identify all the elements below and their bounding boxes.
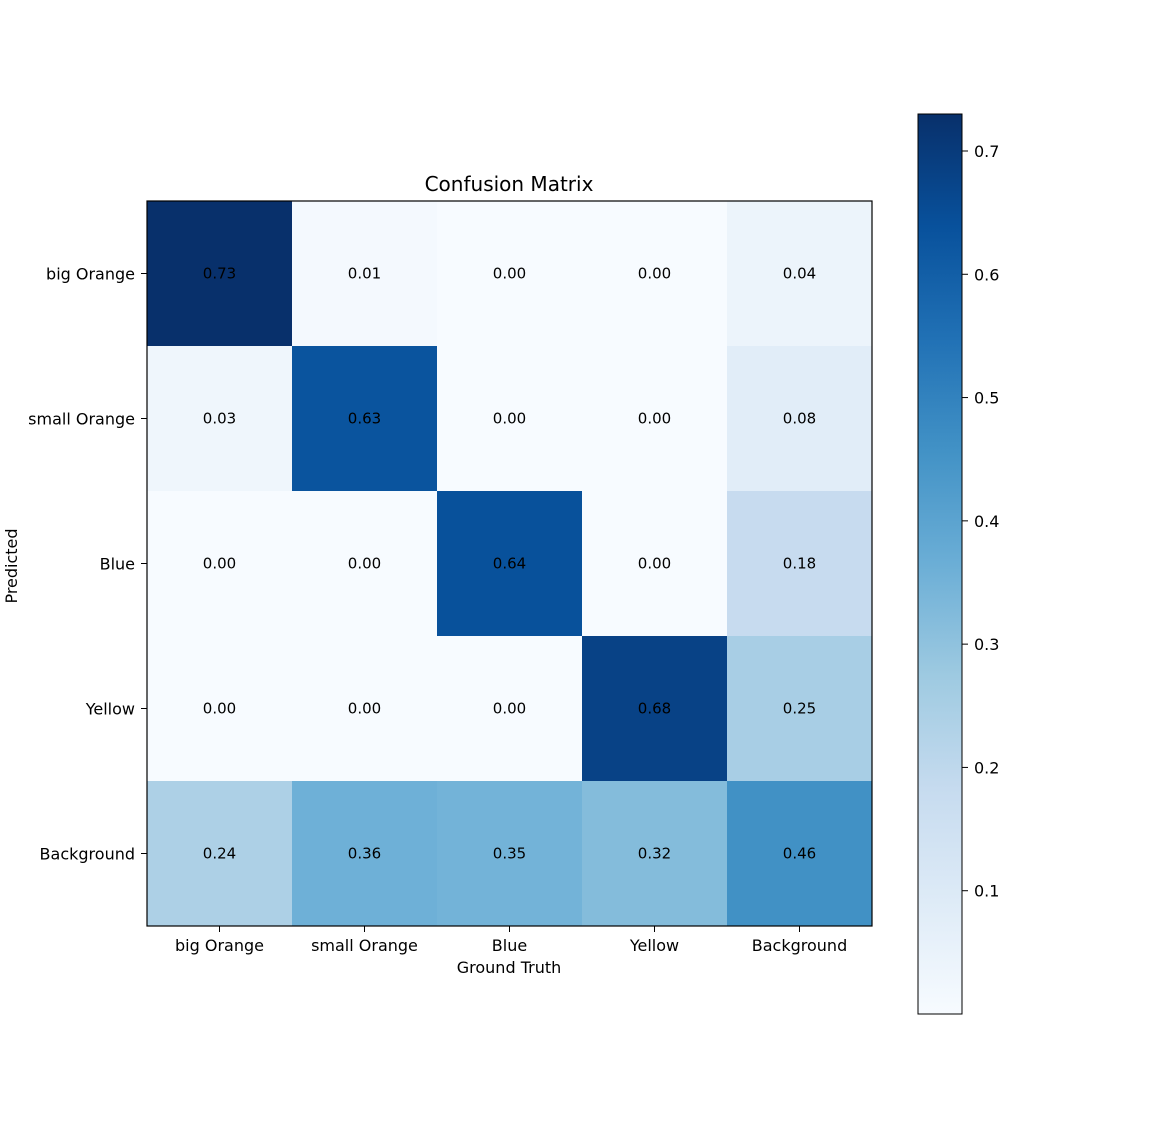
heatmap-cell	[727, 491, 873, 637]
cell-value-label: 0.00	[493, 700, 526, 718]
cell-value-label: 0.00	[638, 265, 671, 283]
x-axis-label: Ground Truth	[457, 958, 562, 977]
x-tick-label: Background	[752, 936, 847, 955]
colorbar-tick-label: 0.7	[974, 142, 999, 161]
cell-value-label: 0.63	[348, 410, 381, 428]
heatmap-cell	[727, 636, 873, 782]
x-axis-ticks: big Orange small Orange Blue Yellow Backgrou…	[175, 926, 847, 955]
heatmap-cell	[582, 201, 728, 347]
heatmap-cell	[292, 201, 438, 347]
cell-value-label: 0.03	[203, 410, 236, 428]
chart-title: Confusion Matrix	[425, 172, 594, 196]
heatmap-cell	[727, 201, 873, 347]
cell-value-label: 0.00	[348, 555, 381, 573]
cell-value-label: 0.24	[203, 845, 236, 863]
cell-value-label: 0.35	[493, 845, 526, 863]
heatmap-cell	[292, 346, 438, 492]
heatmap-cell	[437, 491, 583, 637]
heatmap-cells	[147, 201, 873, 927]
cell-value-label: 0.25	[783, 700, 816, 718]
cell-value-label: 0.00	[493, 410, 526, 428]
cell-value-label: 0.00	[493, 265, 526, 283]
y-tick-label: big Orange	[46, 265, 135, 284]
y-tick-label: Background	[40, 845, 135, 864]
colorbar-tick-label: 0.4	[974, 512, 999, 531]
cell-value-label: 0.36	[348, 845, 381, 863]
colorbar-tick-label: 0.5	[974, 389, 999, 408]
cell-value-label: 0.00	[348, 700, 381, 718]
cell-value-label: 0.00	[203, 555, 236, 573]
heatmap-cell	[147, 201, 293, 347]
heatmap-cell	[582, 346, 728, 492]
heatmap-cell	[147, 346, 293, 492]
heatmap-cell	[582, 491, 728, 637]
heatmap-cell	[437, 636, 583, 782]
x-tick-label: big Orange	[175, 936, 264, 955]
colorbar-ticks: 0.1 0.2 0.3 0.4 0.5 0.6 0.7	[962, 142, 999, 901]
colorbar-tick-label: 0.6	[974, 265, 999, 284]
heatmap-cell	[147, 781, 293, 927]
cell-value-label: 0.64	[493, 555, 526, 573]
heatmap-cell	[437, 781, 583, 927]
heatmap-cell	[582, 636, 728, 782]
colorbar	[917, 113, 963, 1015]
cell-value-label: 0.01	[348, 265, 381, 283]
y-axis-label: Predicted	[2, 528, 21, 603]
x-tick-label: Blue	[492, 936, 527, 955]
cell-value-label: 0.04	[783, 265, 816, 283]
x-tick-label: Yellow	[629, 936, 679, 955]
cell-value-label: 0.00	[203, 700, 236, 718]
heatmap-cell	[437, 201, 583, 347]
cell-value-label: 0.68	[638, 700, 671, 718]
colorbar-tick-label: 0.1	[974, 882, 999, 901]
heatmap-cell	[292, 636, 438, 782]
cell-value-label: 0.32	[638, 845, 671, 863]
colorbar-tick-label: 0.2	[974, 758, 999, 777]
y-tick-label: Yellow	[85, 700, 135, 719]
cell-value-label: 0.08	[783, 410, 816, 428]
y-tick-label: Blue	[100, 555, 135, 574]
cell-value-label: 0.00	[638, 555, 671, 573]
cell-value-label: 0.46	[783, 845, 816, 863]
cell-value-label: 0.73	[203, 265, 236, 283]
heatmap-cell	[292, 781, 438, 927]
cell-value-label: 0.00	[638, 410, 671, 428]
heatmap-cell	[147, 491, 293, 637]
colorbar-tick-label: 0.3	[974, 635, 999, 654]
heatmap-cell	[727, 346, 873, 492]
y-tick-label: small Orange	[28, 410, 135, 429]
heatmap-cell	[582, 781, 728, 927]
heatmap-cell-labels: 0.73 0.01 0.00 0.00 0.04 0.03 0.63 0.00 0.00 0.08…	[203, 265, 816, 863]
heatmap-cell	[292, 491, 438, 637]
heatmap-cell	[727, 781, 873, 927]
heatmap-cell	[437, 346, 583, 492]
y-axis-ticks: big Orange small Orange Blue Yellow Backgrou…	[28, 265, 147, 864]
cell-value-label: 0.18	[783, 555, 816, 573]
x-tick-label: small Orange	[311, 936, 418, 955]
heatmap-cell	[147, 636, 293, 782]
